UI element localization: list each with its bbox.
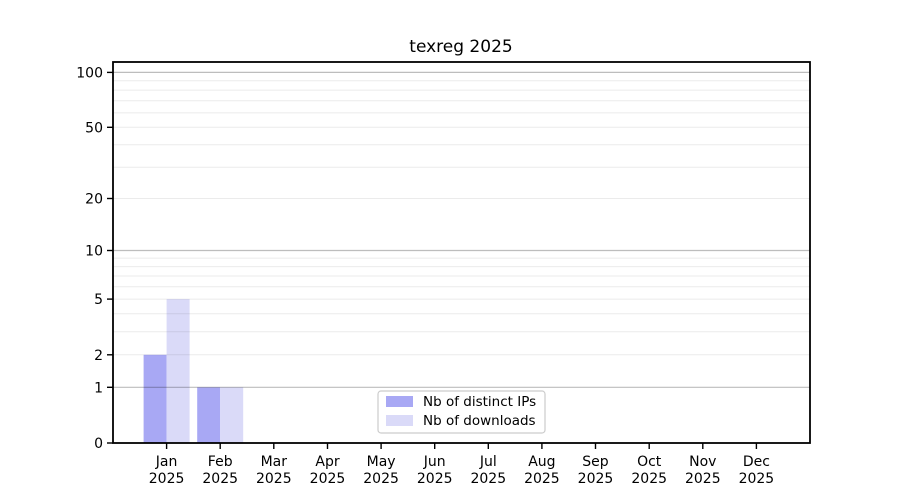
x-tick-year-feb: 2025 (202, 471, 238, 487)
y-tick-label-5: 5 (94, 292, 103, 308)
y-tick-label-20: 20 (85, 192, 103, 208)
y-tick-label-1: 1 (94, 380, 103, 396)
bars-layer (143, 299, 244, 443)
bar-nb-of-downloads-feb (220, 387, 244, 443)
x-tick-label-nov: Nov (689, 454, 716, 470)
legend-box (377, 390, 546, 434)
bar-nb-of-downloads-jan (166, 299, 190, 443)
x-tick-year-nov: 2025 (685, 471, 721, 487)
legend-swatch-nb-of-downloads (386, 415, 413, 426)
x-tick-label-dec: Dec (743, 454, 770, 470)
x-tick-label-jul: Jul (479, 454, 497, 470)
x-tick-label-sep: Sep (582, 454, 609, 470)
y-tick-label-2: 2 (94, 348, 103, 364)
x-axis: Jan2025Feb2025Mar2025Apr2025May2025Jun20… (149, 443, 774, 487)
bar-nb-of-distinct-ips-feb (197, 387, 221, 443)
x-tick-label-oct: Oct (637, 454, 662, 470)
x-tick-label-apr: Apr (315, 454, 339, 470)
y-tick-label-0: 0 (94, 436, 103, 452)
x-tick-year-mar: 2025 (256, 471, 292, 487)
x-tick-year-jun: 2025 (417, 471, 453, 487)
x-tick-label-feb: Feb (208, 454, 233, 470)
y-tick-label-100: 100 (76, 65, 103, 81)
y-axis: 0 1 2 5 10 20 50 100 (76, 65, 113, 452)
x-tick-year-aug: 2025 (524, 471, 560, 487)
legend-label-nb-of-downloads: Nb of downloads (423, 413, 536, 429)
y-tick-label-10: 10 (85, 244, 103, 260)
x-tick-year-jul: 2025 (470, 471, 506, 487)
x-tick-label-aug: Aug (528, 454, 555, 470)
y-tick-label-50: 50 (85, 120, 103, 136)
x-tick-year-apr: 2025 (310, 471, 346, 487)
x-tick-year-jan: 2025 (149, 471, 185, 487)
plot-frame (112, 61, 811, 444)
legend-label-nb-of-distinct-ips: Nb of distinct IPs (423, 394, 536, 410)
x-tick-year-oct: 2025 (631, 471, 667, 487)
x-tick-label-may: May (367, 454, 396, 470)
legend-swatch-nb-of-distinct-ips (386, 396, 413, 407)
x-tick-year-sep: 2025 (578, 471, 614, 487)
x-tick-year-dec: 2025 (739, 471, 775, 487)
x-tick-label-jun: Jun (423, 454, 446, 470)
legend: Nb of distinct IPs Nb of downloads (377, 390, 546, 434)
x-tick-label-jan: Jan (155, 454, 178, 470)
x-tick-label-mar: Mar (261, 454, 288, 470)
bar-nb-of-distinct-ips-jan (143, 354, 167, 443)
y-gridlines (113, 71, 810, 388)
x-tick-year-may: 2025 (363, 471, 399, 487)
chart-title: texreg 2025 (409, 37, 512, 57)
